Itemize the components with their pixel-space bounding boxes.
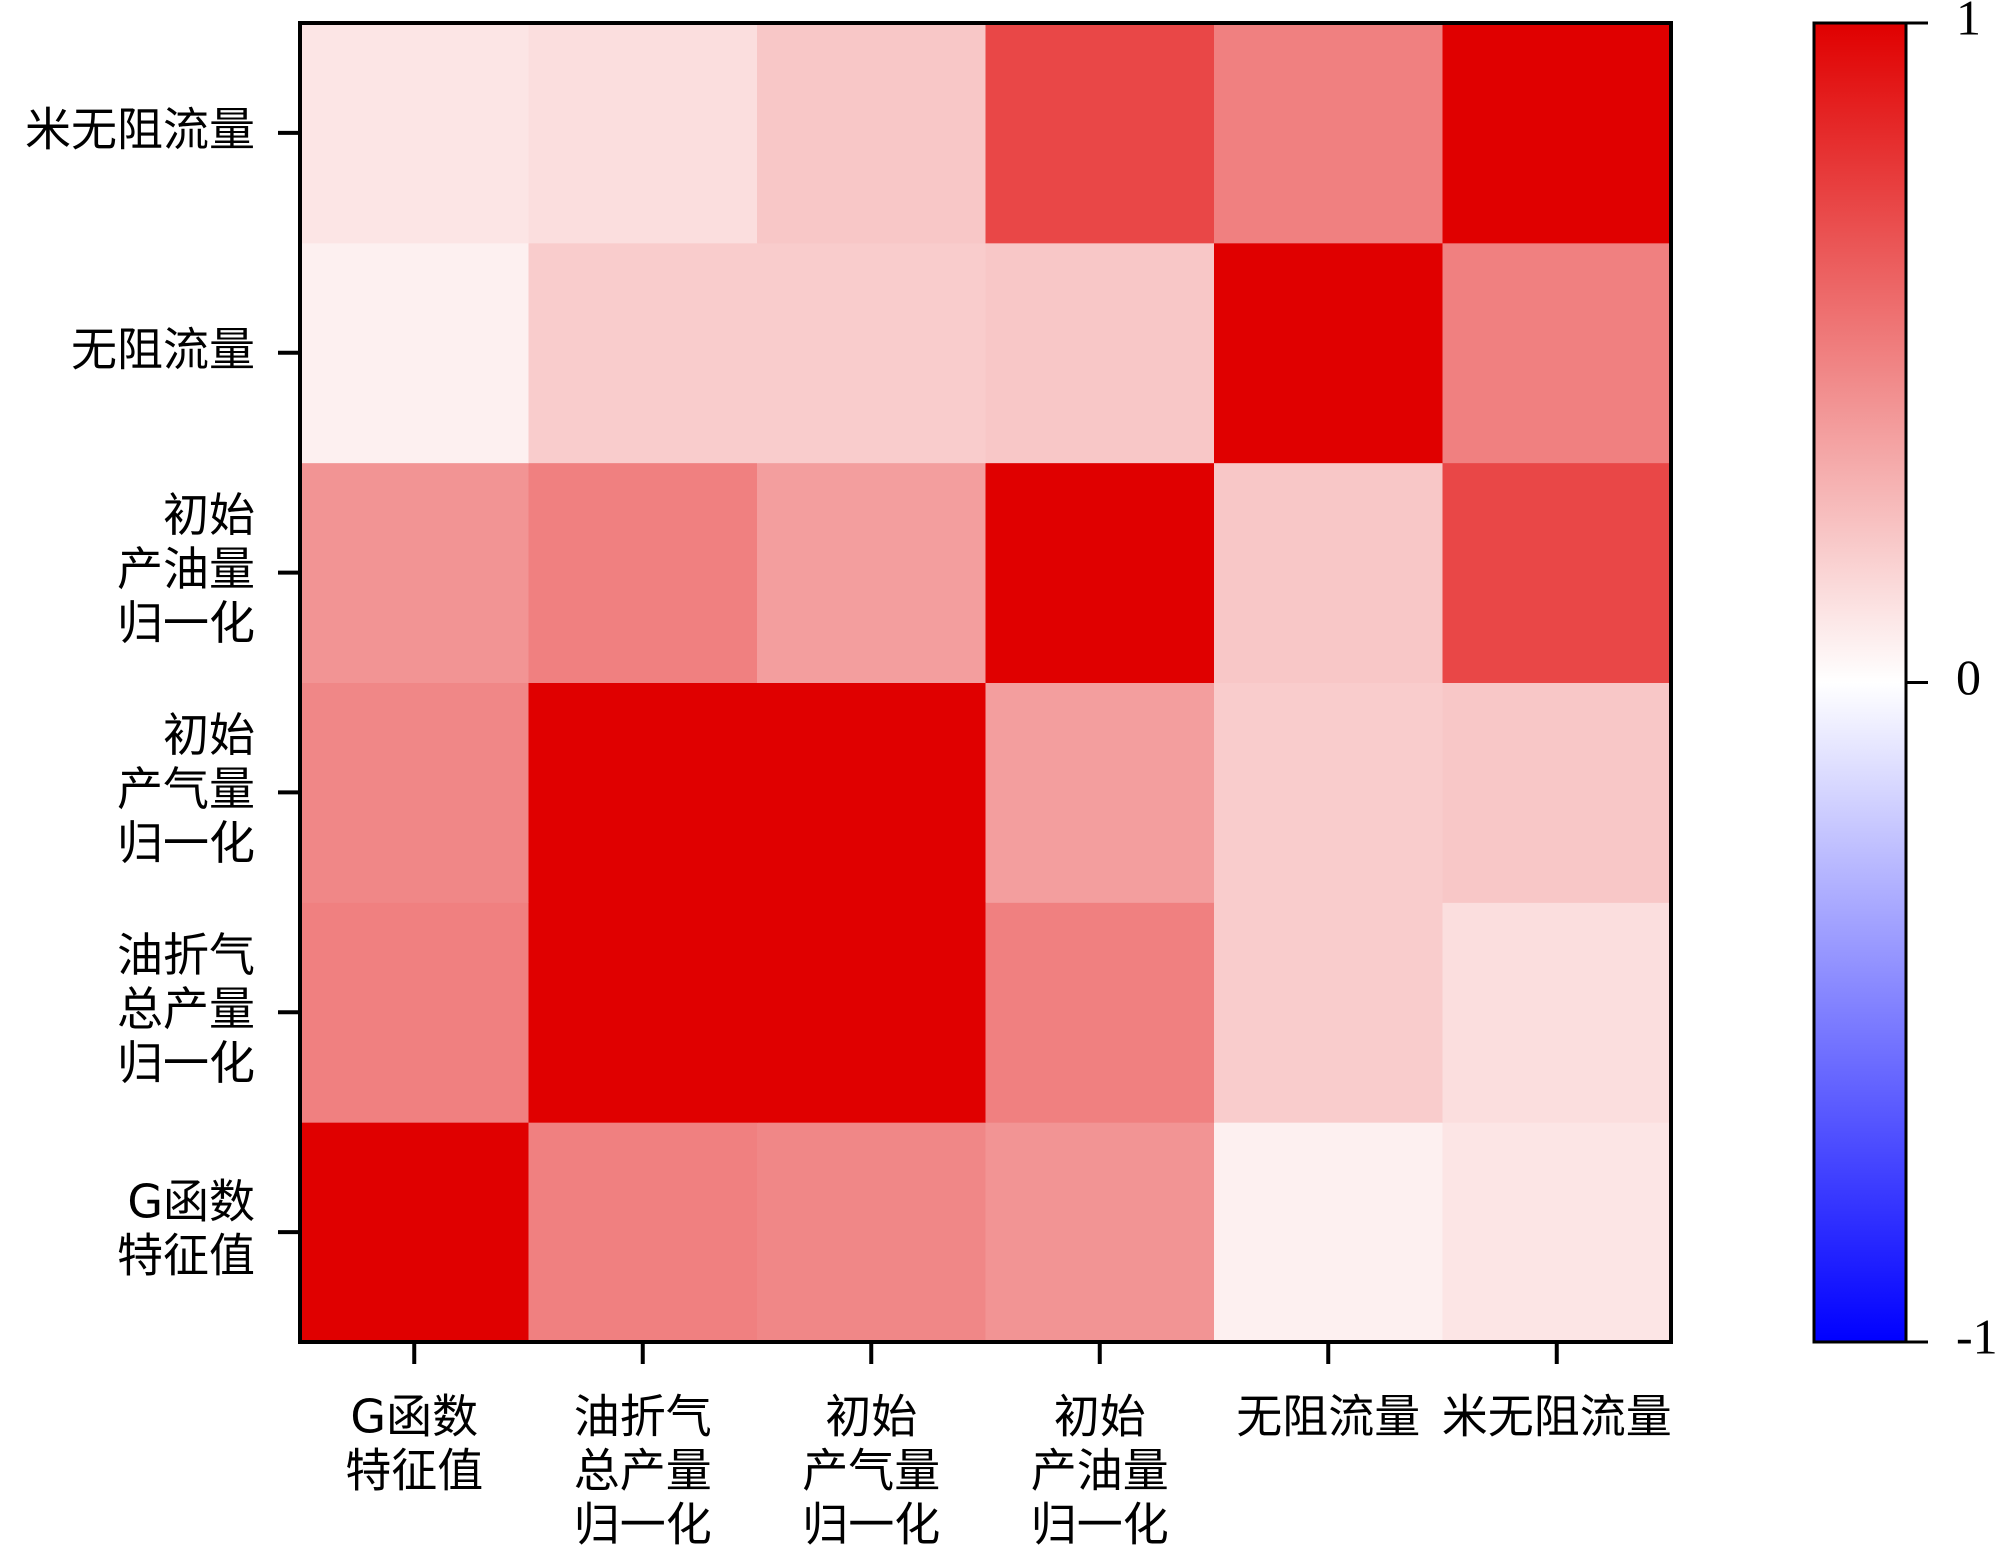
heatmap-cell: [757, 23, 986, 244]
heatmap-cell: [1442, 682, 1672, 903]
heatmap-cell: [985, 23, 1215, 244]
y-tick-label: 产油量: [117, 542, 255, 596]
x-tick-label: 初始: [825, 1390, 917, 1444]
y-tick-label: 油折气: [117, 928, 255, 982]
heatmap-cell: [528, 1122, 758, 1343]
x-tick-label: 总产量: [574, 1444, 712, 1498]
colorbar-tick-label: 1: [1956, 0, 1981, 45]
heatmap-cell: [528, 242, 758, 464]
y-tick-label: G函数: [127, 1175, 255, 1229]
heatmap-cell: [985, 242, 1215, 464]
heatmap-cell: [1442, 242, 1672, 464]
x-tick-label: 无阻流量: [1236, 1390, 1420, 1444]
x-tick-label: 特征值: [345, 1444, 483, 1498]
heatmap-cell: [300, 23, 529, 244]
y-tick-label: 归一化: [117, 1036, 255, 1090]
colorbar-tick-label: -1: [1956, 1308, 1998, 1364]
x-tick-label: 归一化: [802, 1498, 940, 1552]
heatmap-cell: [300, 1122, 529, 1343]
x-tick-label: 产油量: [1031, 1444, 1169, 1498]
plot-frame: [298, 21, 1673, 1344]
heatmap-cell: [1442, 1122, 1672, 1343]
heatmap-cell: [1214, 242, 1443, 464]
heatmap-cell: [1442, 902, 1672, 1123]
x-tick-label: G函数: [350, 1390, 478, 1444]
heatmap-cell: [757, 682, 986, 903]
heatmap-cell: [985, 462, 1215, 683]
colorbar-tick-label: 0: [1956, 649, 1981, 705]
y-tick-label: 归一化: [117, 596, 255, 650]
heatmap-cell: [528, 682, 758, 903]
x-tick-label: 归一化: [574, 1498, 712, 1552]
heatmap-cell: [528, 23, 758, 244]
y-tick-label: 总产量: [117, 982, 255, 1036]
y-tick-label: 特征值: [117, 1229, 255, 1283]
heatmap-cell: [528, 462, 758, 683]
y-tick-label: 初始: [163, 488, 255, 542]
heatmap-cell: [757, 1122, 986, 1343]
heatmap-cell: [1442, 23, 1672, 244]
y-tick-label: 无阻流量: [71, 322, 255, 376]
heatmap-cell: [300, 242, 529, 464]
x-tick-label: 初始: [1054, 1390, 1146, 1444]
y-tick-label: 产气量: [117, 762, 255, 816]
heatmap-cell: [1214, 902, 1443, 1123]
heatmap-cell: [300, 902, 529, 1123]
heatmap-cell: [300, 462, 529, 683]
y-tick-label: 初始: [163, 708, 255, 762]
x-tick-label: 归一化: [1031, 1498, 1169, 1552]
heatmap-cell: [300, 682, 529, 903]
heatmap-cell: [985, 1122, 1215, 1343]
colorbar: [1812, 21, 1908, 1344]
heatmap-cell: [1214, 462, 1443, 683]
y-tick-label: 归一化: [117, 816, 255, 870]
heatmap-cell: [985, 682, 1215, 903]
heatmap-cell: [757, 242, 986, 464]
heatmap-cell: [1214, 23, 1443, 244]
y-tick-label: 米无阻流量: [25, 102, 255, 156]
x-tick-label: 米无阻流量: [1442, 1390, 1672, 1444]
x-tick-label: 产气量: [802, 1444, 940, 1498]
heatmap-cell: [757, 462, 986, 683]
heatmap-cell: [528, 902, 758, 1123]
x-tick-label: 油折气: [574, 1390, 712, 1444]
heatmap-cell: [1214, 682, 1443, 903]
heatmap-cell: [1442, 462, 1672, 683]
heatmap-cell: [757, 902, 986, 1123]
heatmap-cell: [985, 902, 1215, 1123]
heatmap-cell: [1214, 1122, 1443, 1343]
